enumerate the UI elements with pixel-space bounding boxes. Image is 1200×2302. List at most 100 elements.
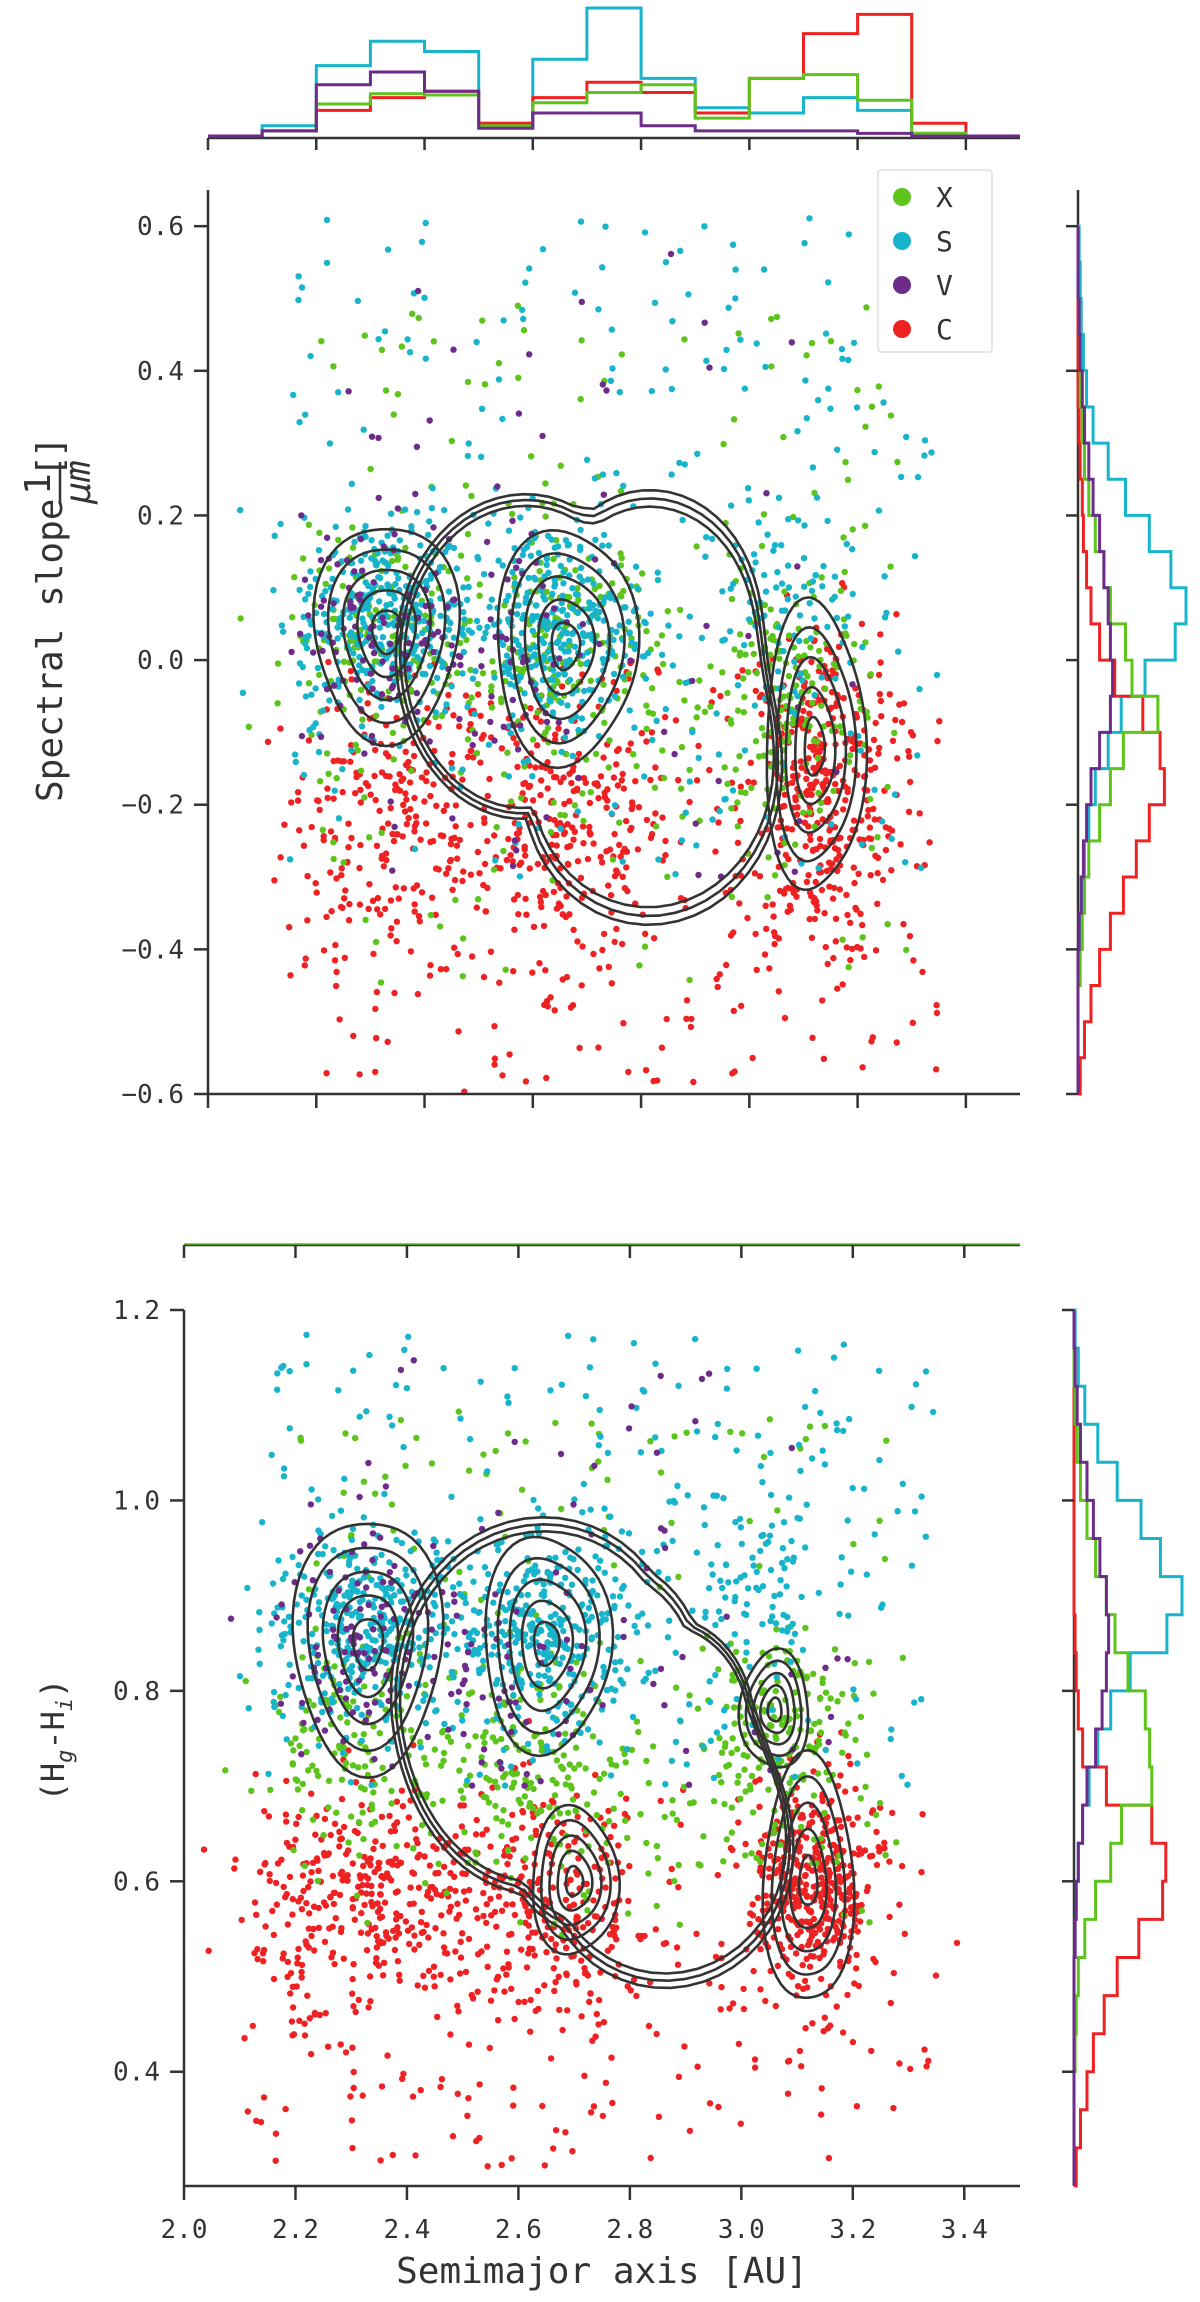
- point-S: [672, 871, 679, 878]
- point-C: [375, 1865, 382, 1872]
- point-C: [491, 1022, 498, 1030]
- point-S: [558, 630, 566, 638]
- point-C: [823, 770, 830, 777]
- point-C: [560, 830, 568, 838]
- point-S: [505, 592, 512, 600]
- point-X: [502, 1770, 509, 1778]
- point-C: [489, 1784, 496, 1791]
- point-S: [444, 1538, 452, 1545]
- point-S: [464, 596, 471, 603]
- point-C: [686, 798, 693, 806]
- point-S: [682, 809, 689, 816]
- point-C: [568, 779, 575, 787]
- point-C: [734, 839, 742, 846]
- point-X: [330, 363, 337, 370]
- point-X: [588, 1420, 595, 1427]
- point-X: [372, 938, 380, 946]
- point-C: [802, 2025, 809, 2032]
- point-C: [238, 1916, 245, 1924]
- point-V: [483, 538, 491, 546]
- point-C: [373, 1955, 380, 1962]
- point-X: [360, 1731, 367, 1738]
- point-C: [400, 885, 407, 892]
- point-X: [522, 1776, 529, 1783]
- point-C: [551, 816, 558, 824]
- point-C: [675, 777, 682, 784]
- hist-x-V: [208, 70, 1020, 138]
- point-C: [425, 1967, 433, 1975]
- point-S: [519, 306, 526, 314]
- point-S: [448, 1618, 456, 1625]
- point-X: [468, 492, 475, 500]
- point-C: [819, 997, 826, 1004]
- point-C: [200, 1846, 208, 1853]
- point-C: [833, 2003, 840, 2010]
- point-C: [774, 1926, 782, 1933]
- point-X: [748, 641, 755, 648]
- point-C: [422, 820, 430, 827]
- point-X: [645, 1779, 652, 1787]
- point-C: [526, 782, 534, 789]
- point-C: [556, 2006, 563, 2014]
- point-S: [444, 1625, 451, 1632]
- point-C: [484, 792, 491, 800]
- point-X: [487, 688, 495, 695]
- point-C: [602, 2079, 610, 2086]
- point-C: [514, 763, 521, 771]
- point-C: [873, 1828, 880, 1836]
- point-S: [245, 1705, 252, 1712]
- top-ylabel-text: Spectral slope [: [30, 455, 71, 802]
- point-X: [394, 391, 402, 398]
- point-C: [367, 1862, 374, 1869]
- point-S: [881, 573, 888, 580]
- point-V: [405, 639, 413, 647]
- point-X: [418, 1821, 426, 1829]
- point-C: [715, 819, 722, 826]
- point-C: [597, 773, 605, 780]
- point-C: [792, 1796, 799, 1804]
- point-X: [731, 1720, 738, 1727]
- point-X: [716, 1734, 723, 1742]
- point-C: [509, 858, 516, 865]
- point-C: [543, 1074, 550, 1082]
- point-C: [411, 908, 418, 915]
- point-S: [514, 610, 521, 618]
- point-C: [897, 841, 904, 848]
- point-X: [758, 1689, 765, 1697]
- point-S: [323, 216, 331, 224]
- point-C: [367, 791, 374, 798]
- point-X: [495, 360, 503, 367]
- point-C: [452, 823, 459, 830]
- point-S: [566, 637, 573, 644]
- point-S: [312, 685, 319, 692]
- point-X: [303, 1748, 310, 1756]
- point-X: [710, 1798, 718, 1805]
- point-C: [727, 1844, 735, 1852]
- point-X: [569, 1796, 577, 1803]
- point-X: [485, 1799, 493, 1806]
- point-C: [933, 1002, 940, 1009]
- point-C: [341, 895, 348, 902]
- point-S: [775, 624, 783, 631]
- point-C: [756, 1803, 763, 1811]
- point-S: [383, 602, 390, 609]
- point-C: [647, 834, 655, 842]
- point-X: [468, 694, 475, 701]
- point-S: [634, 585, 641, 593]
- point-C: [643, 816, 651, 824]
- point-X: [773, 1626, 780, 1633]
- point-S: [365, 582, 372, 590]
- point-X: [891, 729, 898, 737]
- point-X: [887, 412, 895, 419]
- point-C: [452, 1948, 459, 1955]
- point-C: [822, 798, 830, 805]
- point-C: [433, 802, 440, 809]
- point-S: [532, 643, 539, 651]
- contour-2-level-4: [774, 625, 858, 863]
- contour-2-level-7: [803, 715, 827, 777]
- point-C: [537, 791, 544, 799]
- point-X: [333, 775, 340, 782]
- point-X: [601, 719, 608, 726]
- point-V: [414, 708, 421, 715]
- point-C: [312, 1831, 319, 1838]
